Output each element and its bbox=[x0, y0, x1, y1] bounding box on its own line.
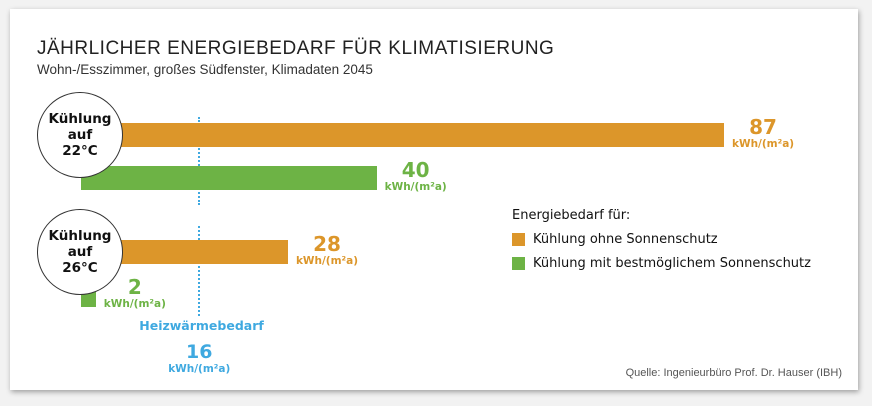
category-line: Kühlung bbox=[48, 227, 112, 244]
bar-mit-0 bbox=[81, 166, 377, 190]
reference-unit: kWh/(m²a) bbox=[168, 363, 231, 375]
reference-line-lower bbox=[198, 226, 201, 316]
value-number: 28 bbox=[313, 232, 341, 256]
category-line: 26°C bbox=[62, 260, 98, 277]
value-label: 87 kWh/(m²a) bbox=[732, 117, 794, 150]
category-label: Kühlung auf 26°C bbox=[49, 228, 112, 277]
reference-name: Heizwärmebedarf bbox=[139, 318, 264, 333]
category-line: auf bbox=[67, 243, 93, 260]
value-unit: kWh/(m²a) bbox=[384, 181, 447, 193]
value-label: 2 kWh/(m²a) bbox=[104, 277, 166, 310]
reference-label: Heizwärmebedarf 16 kWh/(m²a) bbox=[139, 318, 264, 375]
reference-line-upper bbox=[198, 117, 201, 205]
reference-value: 16 bbox=[186, 341, 213, 363]
category-label: Kühlung auf 22°C bbox=[49, 111, 112, 160]
chart-title: JÄHRLICHER ENERGIEBEDARF FÜR KLIMATISIER… bbox=[37, 38, 555, 59]
category-circle: Kühlung auf 22°C bbox=[37, 92, 123, 178]
legend-swatch-green bbox=[512, 257, 525, 270]
legend-item-ohne: Kühlung ohne Sonnenschutz bbox=[512, 232, 811, 247]
value-unit: kWh/(m²a) bbox=[103, 298, 166, 310]
category-circle: Kühlung auf 26°C bbox=[37, 209, 123, 295]
category-line: Kühlung bbox=[48, 110, 112, 127]
legend-item-mit: Kühlung mit bestmöglichem Sonnenschutz bbox=[512, 256, 811, 271]
value-number: 2 bbox=[127, 275, 142, 299]
category-line: 22°C bbox=[62, 143, 98, 160]
bar-ohne-0 bbox=[81, 123, 724, 147]
value-number: 40 bbox=[401, 158, 430, 182]
legend-label: Kühlung ohne Sonnenschutz bbox=[533, 232, 718, 247]
category-line: auf bbox=[67, 126, 93, 143]
value-label: 40 kWh/(m²a) bbox=[385, 160, 447, 193]
value-unit: kWh/(m²a) bbox=[732, 138, 795, 150]
source-note: Quelle: Ingenieurbüro Prof. Dr. Hauser (… bbox=[625, 367, 842, 379]
value-unit: kWh/(m²a) bbox=[295, 255, 359, 267]
legend-label: Kühlung mit bestmöglichem Sonnenschutz bbox=[533, 256, 811, 271]
value-number: 87 bbox=[749, 115, 777, 139]
legend-title: Energiebedarf für: bbox=[512, 208, 631, 223]
value-label: 28 kWh/(m²a) bbox=[296, 234, 358, 267]
legend-swatch-orange bbox=[512, 233, 525, 246]
legend: Energiebedarf für: Kühlung ohne Sonnensc… bbox=[512, 208, 811, 271]
chart-subtitle: Wohn-/Esszimmer, großes Südfenster, Klim… bbox=[37, 62, 373, 77]
chart-card bbox=[10, 9, 858, 390]
